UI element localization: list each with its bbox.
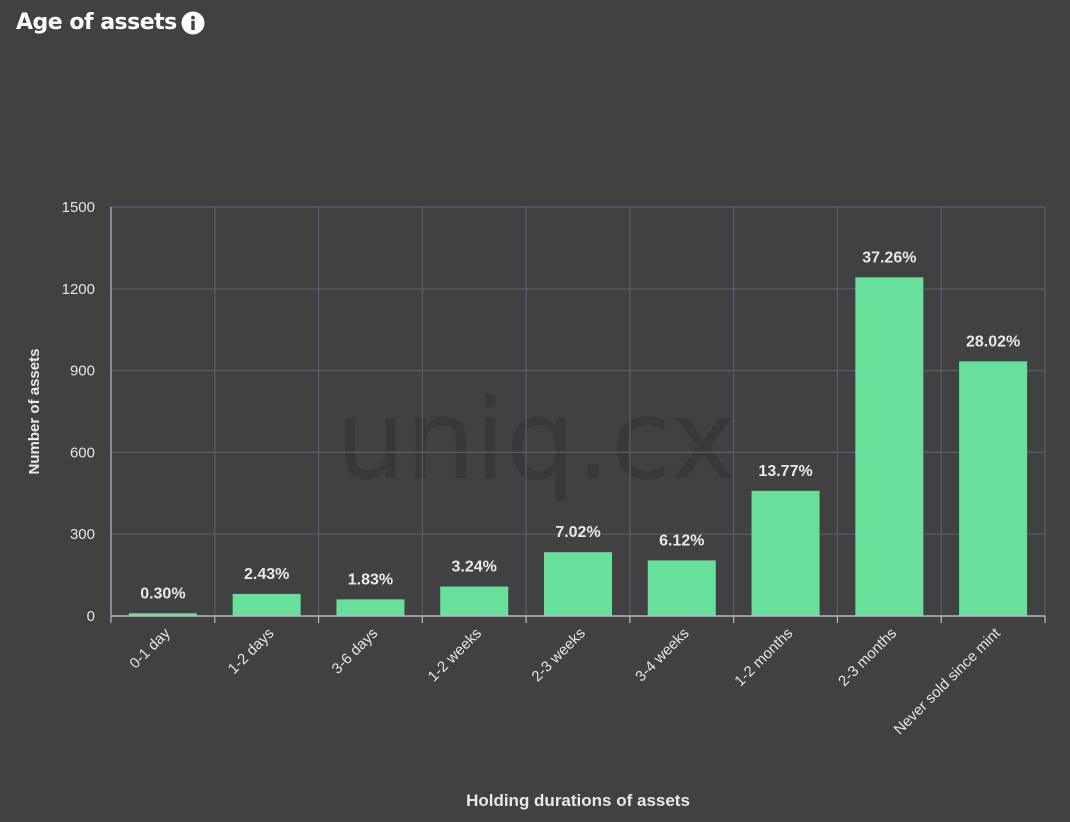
data-label: 37.26% (862, 249, 916, 266)
chart-title: Age of assets (16, 10, 177, 35)
y-tick-label: 0 (87, 608, 95, 625)
bar-3-4-weeks (647, 560, 716, 616)
data-label: 0.30% (140, 585, 185, 602)
x-tick-label: 3-4 weeks (632, 625, 692, 685)
data-label: 3.24% (452, 559, 497, 576)
bar-1-2-months (751, 490, 820, 616)
bar-0-1-day (128, 613, 197, 616)
data-label: 2.43% (244, 566, 289, 583)
x-tick-label: Never sold since mint (891, 624, 1005, 738)
bar-2-3-weeks (544, 552, 612, 616)
data-label: 6.12% (659, 532, 704, 549)
y-tick-label: 1200 (62, 281, 95, 298)
info-icon[interactable] (181, 11, 205, 35)
x-tick-label: 1-2 weeks (425, 625, 485, 685)
x-tick-label: 2-3 months (835, 625, 900, 690)
data-label: 1.83% (348, 571, 393, 588)
x-tick-label: 1-2 days (225, 625, 278, 678)
x-tick-label: 0-1 day (126, 624, 174, 672)
watermark-text: uniq.cx (336, 376, 736, 504)
x-axis-title: Holding durations of assets (466, 791, 690, 810)
bar-1-2-weeks (440, 586, 509, 616)
y-axis-title: Number of assets (26, 349, 43, 475)
bar-never-sold-since-mint (959, 361, 1028, 616)
y-tick-label: 600 (70, 444, 95, 461)
y-tick-label: 900 (70, 363, 95, 380)
x-tick-label: 3-6 days (329, 625, 382, 678)
x-tick-label: 2-3 weeks (528, 625, 588, 685)
bar-1-2-days (232, 593, 301, 616)
data-label: 7.02% (555, 524, 600, 541)
x-tick-label: 1-2 months (731, 625, 796, 690)
y-tick-label: 300 (70, 526, 95, 543)
bar-3-6-days (336, 599, 405, 616)
data-label: 28.02% (966, 333, 1020, 350)
y-tick-label: 1500 (62, 199, 95, 216)
chart-header: Age of assets (16, 10, 205, 35)
data-label: 13.77% (758, 463, 812, 480)
bar-2-3-months (855, 277, 924, 616)
